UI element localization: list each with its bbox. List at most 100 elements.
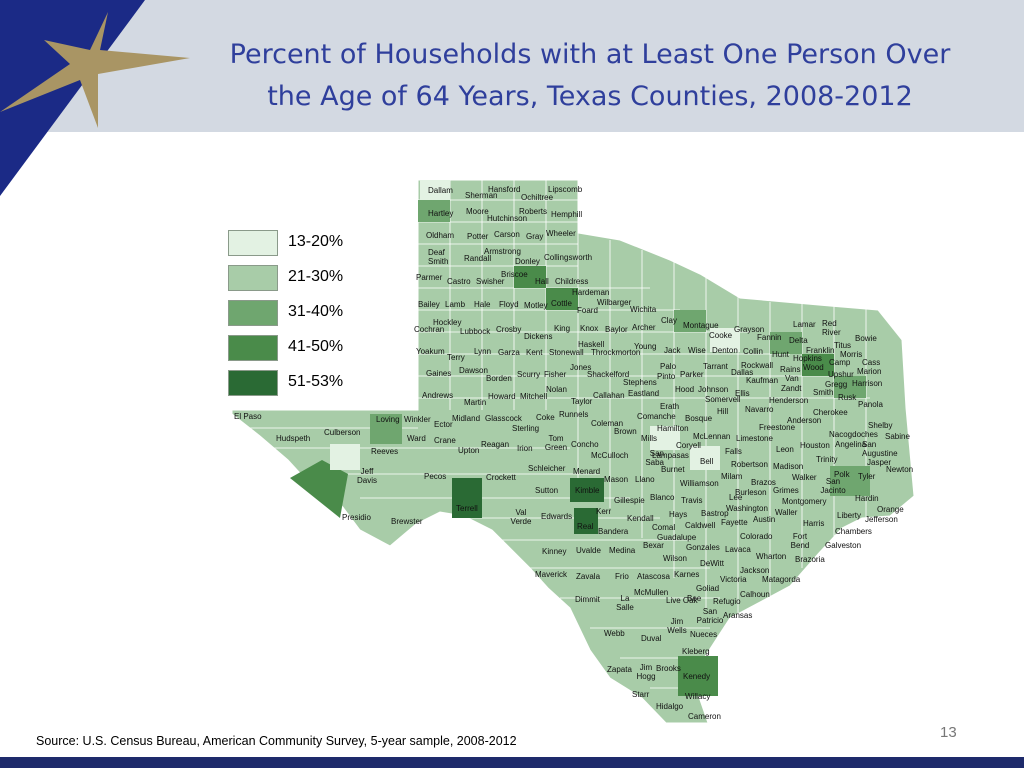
county-label: Swisher (476, 277, 505, 286)
legend-swatch (228, 370, 278, 396)
county-label: Motley (524, 301, 548, 310)
county-label: Glasscock (485, 414, 522, 423)
county-label: Coke (536, 413, 555, 422)
county-label: Upshur (828, 370, 854, 379)
county-label: Tyler (858, 472, 876, 481)
county-label: Palo (660, 362, 677, 371)
county-label: Kimble (575, 486, 600, 495)
corner-star-logo (0, 0, 190, 196)
county-label: San Saba (645, 449, 664, 467)
county-label: Bell (700, 457, 714, 466)
county-label: Washington (726, 504, 768, 513)
county-label: Wichita (630, 305, 657, 314)
county-label: Denton (712, 346, 738, 355)
county-label: Jim Hogg (636, 663, 656, 681)
county-label: Harris (803, 519, 825, 528)
county-label: Deaf Smith (428, 248, 449, 266)
county-label: Cooke (709, 331, 733, 340)
county-label: Angelina (835, 440, 867, 449)
county-label: Kaufman (746, 376, 779, 385)
county-label: Frio (615, 572, 629, 581)
legend-item: 21-30% (228, 265, 398, 293)
county-label: Smith (813, 388, 834, 397)
county-label: Presidio (342, 513, 371, 522)
county-label: Harrison (852, 379, 883, 388)
county-label: Armstrong (484, 247, 521, 256)
county-label: Caldwell (685, 521, 716, 530)
legend-label: 41-50% (288, 338, 344, 355)
county-label: Knox (580, 324, 599, 333)
county-label: Hudspeth (276, 434, 311, 443)
county-label: Brown (614, 427, 637, 436)
legend-label: 31-40% (288, 303, 344, 320)
county-label: Kinney (542, 547, 567, 556)
legend-label: 21-30% (288, 268, 344, 285)
county-label: San Jacinto (820, 477, 846, 495)
county-fill (570, 478, 604, 502)
county-label: Montague (683, 321, 719, 330)
county-label: Dallam (428, 186, 453, 195)
county-label: Wheeler (546, 229, 576, 238)
county-label: Llano (635, 475, 655, 484)
county-fill (830, 466, 870, 496)
county-label: Nolan (546, 385, 567, 394)
county-label: Waller (775, 508, 798, 517)
county-label: Concho (571, 440, 599, 449)
county-label: Moore (466, 207, 489, 216)
county-fill (290, 460, 348, 518)
county-label: Galveston (825, 541, 862, 550)
county-label: Baylor (605, 325, 628, 334)
county-label: Cass (862, 358, 881, 367)
county-label: Bailey (418, 300, 440, 309)
county-label: Chambers (835, 527, 872, 536)
county-label: Haskell (578, 340, 605, 349)
county-label: Ellis (735, 389, 750, 398)
county-label: Shelby (868, 421, 893, 430)
county-label: Kerr (596, 507, 612, 516)
county-label: Coryell (676, 441, 701, 450)
county-label: Burleson (735, 488, 767, 497)
county-label: Titus (834, 341, 852, 350)
county-label: Lee (729, 493, 743, 502)
county-label: Travis (681, 496, 703, 505)
county-label: Coleman (591, 419, 624, 428)
county-label: Medina (609, 546, 636, 555)
county-label: San Patricio (696, 607, 724, 625)
county-label: Mason (604, 475, 629, 484)
county-label: Ochiltree (521, 193, 554, 202)
county-label: Milam (721, 472, 743, 481)
county-label: Martin (464, 398, 487, 407)
county-label: Cameron (688, 712, 721, 721)
county-label: Tom Green (544, 434, 568, 452)
county-label: Jim Wells (667, 617, 687, 635)
county-label: Hays (669, 510, 688, 519)
county-label: Gregg (825, 380, 848, 389)
county-label: Bastrop (701, 509, 729, 518)
dark-counties (290, 180, 870, 696)
county-label: Upton (458, 446, 480, 455)
county-label: Brazos (751, 478, 776, 487)
county-label: Karnes (674, 570, 700, 579)
county-label: Nueces (690, 630, 718, 639)
county-fill (546, 288, 578, 310)
county-label: Refugio (713, 597, 741, 606)
county-label: Lampasas (652, 451, 689, 460)
county-label: Jefferson (865, 515, 898, 524)
county-label: Loving (376, 415, 400, 424)
county-label: Stephens (623, 378, 657, 387)
county-label: Rusk (838, 393, 857, 402)
county-label: Hidalgo (656, 702, 684, 711)
county-label: Dickens (524, 332, 553, 341)
legend-swatch (228, 300, 278, 326)
county-label: Somervell (705, 395, 741, 404)
county-label: Fayette (721, 518, 748, 527)
county-label: Navarro (745, 405, 774, 414)
county-label: Cochran (414, 325, 445, 334)
county-label: Carson (494, 230, 520, 239)
county-label: McLennan (693, 432, 731, 441)
county-label: Foard (577, 306, 598, 315)
county-label: La Salle (616, 594, 634, 612)
county-label: Edwards (541, 512, 573, 521)
legend-item: 13-20% (228, 230, 398, 258)
county-label: Lipscomb (548, 185, 583, 194)
